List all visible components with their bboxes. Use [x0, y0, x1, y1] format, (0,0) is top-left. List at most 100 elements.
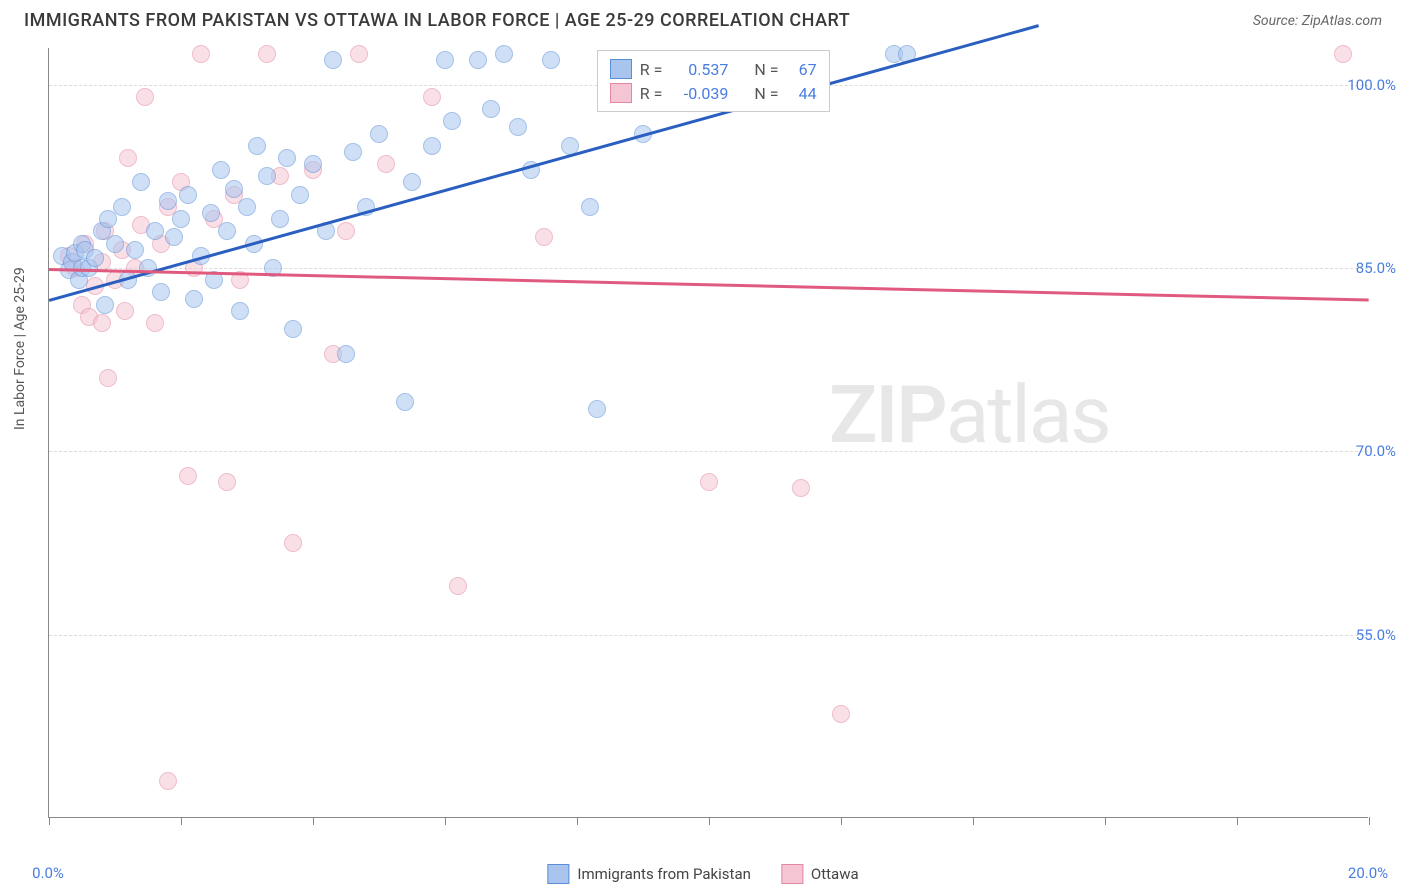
scatter-point — [436, 51, 454, 69]
scatter-point — [126, 241, 144, 259]
scatter-point — [278, 149, 296, 167]
scatter-point — [172, 210, 190, 228]
chart-title: IMMIGRANTS FROM PAKISTAN VS OTTAWA IN LA… — [24, 10, 850, 31]
legend-swatch — [547, 864, 569, 884]
source-label: Source: — [1253, 13, 1298, 29]
scatter-point — [132, 173, 150, 191]
scatter-point — [482, 100, 500, 118]
gridline — [49, 635, 1368, 636]
n-value: 44 — [787, 84, 817, 103]
legend-swatch — [610, 83, 632, 103]
legend-item: Immigrants from Pakistan — [547, 864, 751, 884]
scatter-point — [542, 51, 560, 69]
legend-bottom: Immigrants from Pakistan Ottawa — [547, 864, 858, 884]
scatter-point — [106, 235, 124, 253]
x-tick — [313, 817, 314, 825]
scatter-point — [370, 125, 388, 143]
scatter-point — [284, 320, 302, 338]
scatter-point — [344, 143, 362, 161]
x-tick — [973, 817, 974, 825]
scatter-point — [258, 167, 276, 185]
y-axis-label: In Labor Force | Age 25-29 — [12, 267, 28, 430]
scatter-point — [179, 467, 197, 485]
n-value: 67 — [787, 60, 817, 79]
scatter-point — [284, 534, 302, 552]
legend-swatch — [610, 59, 632, 79]
source-value: ZipAtlas.com — [1302, 13, 1382, 29]
scatter-point — [93, 314, 111, 332]
scatter-point — [231, 302, 249, 320]
scatter-point — [443, 112, 461, 130]
scatter-point — [202, 204, 220, 222]
x-tick — [577, 817, 578, 825]
scatter-point — [258, 45, 276, 63]
gridline — [49, 268, 1368, 269]
scatter-point — [159, 192, 177, 210]
scatter-point — [396, 393, 414, 411]
x-tick-label: 20.0% — [1348, 864, 1388, 882]
scatter-point — [146, 222, 164, 240]
x-tick — [1105, 817, 1106, 825]
legend-label: Immigrants from Pakistan — [577, 865, 751, 883]
scatter-point — [291, 186, 309, 204]
scatter-point — [423, 88, 441, 106]
x-tick — [445, 817, 446, 825]
scatter-point — [192, 45, 210, 63]
scatter-point — [86, 249, 104, 267]
scatter-point — [469, 51, 487, 69]
y-tick-label: 100.0% — [1347, 76, 1396, 94]
scatter-point — [324, 51, 342, 69]
scatter-point — [1334, 45, 1352, 63]
scatter-point — [588, 400, 606, 418]
source-attribution: Source: ZipAtlas.com — [1253, 13, 1382, 29]
n-label: N = — [754, 60, 778, 79]
scatter-point — [212, 161, 230, 179]
scatter-point — [271, 210, 289, 228]
x-tick — [181, 817, 182, 825]
scatter-point — [119, 149, 137, 167]
r-value: -0.039 — [670, 84, 728, 103]
r-value: 0.537 — [670, 60, 728, 79]
scatter-point — [337, 222, 355, 240]
scatter-point — [403, 173, 421, 191]
scatter-point — [350, 45, 368, 63]
legend-swatch — [781, 864, 803, 884]
x-tick — [1369, 817, 1370, 825]
watermark-suffix: atlas — [946, 368, 1110, 462]
gridline — [49, 451, 1368, 452]
scatter-point — [136, 88, 154, 106]
scatter-point — [218, 222, 236, 240]
legend-item: Ottawa — [781, 864, 859, 884]
x-tick — [49, 817, 50, 825]
x-tick — [841, 817, 842, 825]
scatter-point — [304, 155, 322, 173]
scatter-point — [535, 228, 553, 246]
legend-row: R = 0.537 N = 67 — [610, 57, 817, 81]
r-label: R = — [640, 60, 663, 79]
scatter-point — [96, 296, 114, 314]
scatter-point — [792, 479, 810, 497]
scatter-point — [495, 45, 513, 63]
scatter-point — [218, 473, 236, 491]
scatter-point — [99, 369, 117, 387]
n-label: N = — [754, 84, 778, 103]
scatter-point — [159, 772, 177, 790]
scatter-point — [152, 283, 170, 301]
y-tick-label: 85.0% — [1356, 259, 1396, 277]
scatter-point — [449, 577, 467, 595]
scatter-point — [238, 198, 256, 216]
scatter-point — [509, 118, 527, 136]
scatter-point — [113, 198, 131, 216]
r-label: R = — [640, 84, 663, 103]
scatter-point — [225, 180, 243, 198]
scatter-point — [165, 228, 183, 246]
scatter-point — [337, 345, 355, 363]
scatter-point — [248, 137, 266, 155]
scatter-point — [185, 290, 203, 308]
scatter-point — [377, 155, 395, 173]
scatter-point — [116, 302, 134, 320]
scatter-point — [179, 186, 197, 204]
legend-label: Ottawa — [811, 865, 859, 883]
x-tick — [709, 817, 710, 825]
y-tick-label: 55.0% — [1356, 626, 1396, 644]
